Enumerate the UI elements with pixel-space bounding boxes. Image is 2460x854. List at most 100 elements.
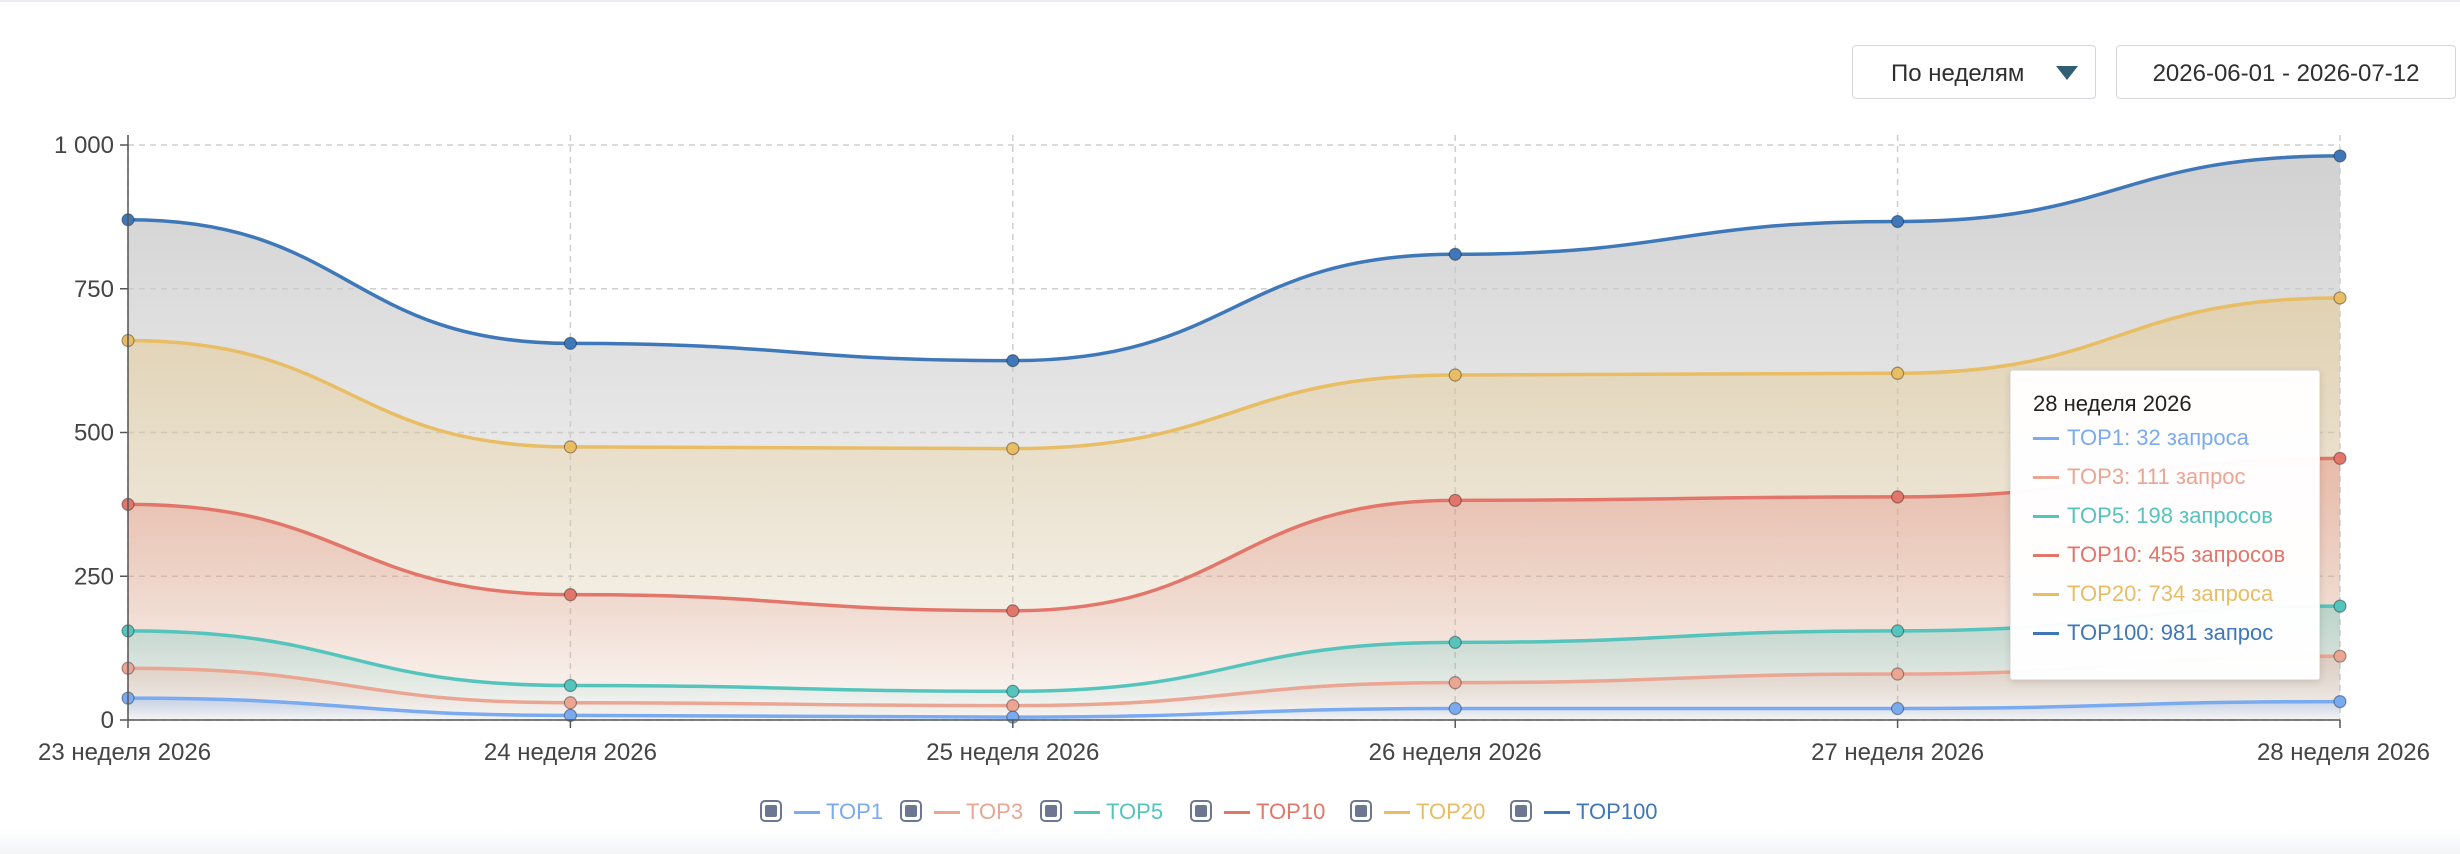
x-tick-label: 26 неделя 2026	[1369, 739, 1542, 766]
tooltip-row: TOP3: 111 запрос	[2033, 462, 2323, 492]
y-tick-label: 0	[101, 707, 114, 734]
x-tick-label: 27 неделя 2026	[1811, 739, 1984, 766]
point-top20	[1890, 366, 1905, 380]
legend-checkbox[interactable]	[1510, 800, 1532, 822]
point-top1	[2333, 694, 2347, 709]
tooltip-row-text: TOP10: 455 запросов	[2067, 542, 2286, 567]
legend-line	[794, 811, 820, 814]
legend-label: TOP3	[966, 799, 1024, 824]
point-top3	[1890, 667, 1905, 681]
tooltip-swatch	[2033, 632, 2059, 635]
legend-label: TOP1	[826, 799, 884, 824]
date-range-picker[interactable]: 2026-06-01 - 2026-07-12	[2116, 45, 2456, 99]
tooltip-row: TOP10: 455 запросов	[2033, 540, 2323, 570]
point-top1	[1448, 701, 1462, 716]
x-tick-label: 24 неделя 2026	[484, 739, 657, 766]
area-top1	[128, 698, 2340, 720]
legend-label: TOP5	[1106, 799, 1164, 824]
tooltip-swatch	[2033, 554, 2059, 557]
legend-label: TOP100	[1576, 799, 1658, 824]
x-tick-label: 23 неделя 2026	[38, 739, 211, 766]
legend-checkbox[interactable]	[760, 800, 782, 822]
line-top100	[127, 154, 2341, 363]
point-top5	[1890, 624, 1905, 638]
area-chart: 0 250 500 750 1 000 23 неделя 2026 24 неделя 2…	[38, 132, 2430, 766]
chart-legend: TOP1 TOP3 TOP5 TOP10 TOP20 TOP100	[0, 798, 2460, 830]
line-top1	[127, 696, 2341, 719]
tooltip-swatch	[2033, 593, 2059, 596]
legend-line	[1074, 811, 1100, 814]
legend-item-top10[interactable]: TOP10	[1190, 798, 1350, 828]
tooltip-swatch	[2033, 437, 2059, 440]
chart-tooltip: 28 неделя 2026 TOP1: 32 запроса TOP3: 111…	[2010, 370, 2320, 680]
line-top20	[127, 296, 2341, 451]
point-top100	[563, 336, 578, 350]
tooltip-title: 28 неделя 2026	[2033, 391, 2192, 416]
period-select[interactable]: По неделям	[1852, 45, 2096, 99]
tooltip-row-text: TOP3: 111 запрос	[2067, 464, 2246, 489]
legend-checkbox[interactable]	[1040, 800, 1062, 822]
legend-line	[934, 811, 960, 814]
date-range-label: 2026-06-01 - 2026-07-12	[2152, 60, 2420, 87]
point-top100	[1006, 354, 1020, 368]
legend-label: TOP10	[1256, 799, 1326, 824]
bottom-fade	[0, 830, 2460, 854]
point-top3	[2333, 649, 2347, 663]
point-top10	[1006, 604, 1020, 618]
point-top1	[1890, 701, 1905, 716]
point-top20	[1448, 368, 1462, 382]
legend-checkbox[interactable]	[1190, 800, 1212, 822]
legend-item-top3[interactable]: TOP3	[900, 798, 1040, 828]
point-top5	[2333, 599, 2347, 613]
tooltip-row: TOP5: 198 запросов	[2033, 501, 2323, 531]
point-top5	[1006, 684, 1020, 698]
period-select-label: По неделям	[1891, 60, 2025, 87]
chart-controls: По неделям 2026-06-01 - 2026-07-12	[0, 45, 2460, 101]
point-top3	[1448, 676, 1462, 690]
tooltip-row-text: TOP5: 198 запросов	[2067, 503, 2273, 528]
point-top10	[563, 588, 578, 602]
caret-down-icon	[2056, 66, 2078, 80]
tooltip-row: TOP100: 981 запрос	[2033, 618, 2323, 648]
point-top20	[1006, 442, 1020, 456]
point-top3	[1006, 699, 1020, 713]
legend-item-top20[interactable]: TOP20	[1350, 798, 1510, 828]
tooltip-row: TOP1: 32 запроса	[2033, 423, 2323, 453]
y-tick-label: 500	[74, 420, 114, 447]
x-tick-label: 28 неделя 2026	[2257, 739, 2430, 766]
point-top10	[1448, 493, 1462, 507]
point-top5	[563, 678, 578, 693]
point-top100	[2333, 149, 2347, 163]
tooltip-swatch	[2033, 515, 2059, 518]
legend-line	[1384, 811, 1410, 814]
line-top3	[127, 654, 2341, 708]
tooltip-row-text: TOP100: 981 запрос	[2067, 620, 2274, 645]
point-top10	[2333, 451, 2347, 465]
point-top100	[1890, 214, 1905, 229]
point-top5	[1448, 635, 1462, 649]
legend-checkbox[interactable]	[1350, 800, 1372, 822]
legend-line	[1224, 811, 1250, 814]
legend-line	[1544, 811, 1570, 814]
legend-item-top5[interactable]: TOP5	[1040, 798, 1190, 828]
line-top10	[127, 456, 2341, 613]
y-tick-label: 1 000	[54, 132, 114, 159]
tooltip-row-text: TOP1: 32 запроса	[2067, 425, 2249, 450]
tooltip-row: TOP20: 734 запроса	[2033, 579, 2323, 609]
legend-label: TOP20	[1416, 799, 1486, 824]
legend-item-top1[interactable]: TOP1	[760, 798, 900, 828]
y-tick-label: 250	[74, 563, 114, 590]
tooltip-row-text: TOP20: 734 запроса	[2067, 581, 2274, 606]
tooltip-swatch	[2033, 476, 2059, 479]
point-top10	[1890, 490, 1905, 504]
point-top20	[2333, 291, 2347, 305]
line-top5	[127, 604, 2341, 694]
point-top3	[563, 696, 578, 710]
point-top20	[563, 440, 578, 454]
legend-checkbox[interactable]	[900, 800, 922, 822]
top-divider	[0, 0, 2460, 2]
legend-item-top100[interactable]: TOP100	[1510, 798, 1680, 828]
x-tick-label: 25 неделя 2026	[926, 739, 1099, 766]
point-top100	[1448, 247, 1462, 261]
y-tick-label: 750	[74, 276, 114, 303]
